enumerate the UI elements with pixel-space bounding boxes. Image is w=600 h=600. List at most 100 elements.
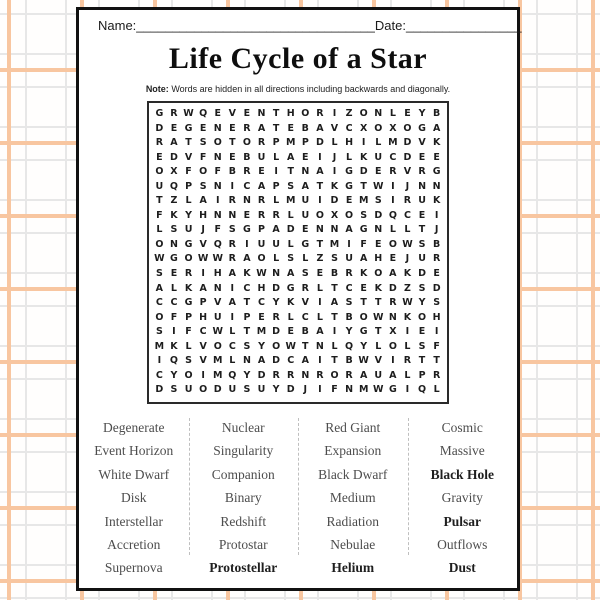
name-date-row: Name:_________________________________ D… xyxy=(98,18,522,33)
grid-letter: R xyxy=(243,122,251,134)
grid-letter: R xyxy=(155,137,164,149)
grid-letter: R xyxy=(257,209,266,221)
grid-letter: G xyxy=(243,224,251,236)
grid-letter: H xyxy=(199,311,208,323)
grid-letter: E xyxy=(433,268,440,280)
grid-letter: R xyxy=(272,311,280,323)
grid-letter: M xyxy=(213,369,223,381)
grid-letter: G xyxy=(184,122,193,134)
grid-letter: G xyxy=(418,122,426,134)
word-list: Degenerate Event Horizon White Dwarf Disk In… xyxy=(79,416,517,580)
grid-letter: D xyxy=(213,384,222,396)
grid-letter: F xyxy=(433,340,440,352)
grid-letter: S xyxy=(155,268,163,280)
grid-letter: E xyxy=(302,224,309,236)
grid-letter: L xyxy=(273,253,280,265)
grid-letter: O xyxy=(213,137,222,149)
grid-letter: G xyxy=(432,166,441,178)
grid-letter: L xyxy=(302,253,309,265)
grid-letter: I xyxy=(274,166,278,178)
word-list-item: Nebulae xyxy=(330,536,376,552)
grid-letter: F xyxy=(331,384,338,396)
grid-letter: E xyxy=(258,166,265,178)
grid-letter: D xyxy=(272,282,281,294)
grid-letter: W xyxy=(373,311,384,323)
grid-letter: I xyxy=(318,297,322,309)
grid-letter: U xyxy=(257,238,266,250)
grid-letter: R xyxy=(170,108,178,119)
word-list-item: Binary xyxy=(224,490,262,506)
grid-letter: L xyxy=(287,311,294,323)
grid-letter: I xyxy=(201,268,205,280)
grid-letter: O xyxy=(213,340,222,352)
grid-letter: T xyxy=(287,166,294,178)
grid-letter: M xyxy=(256,326,267,338)
grid-letter: U xyxy=(374,369,383,381)
grid-letter: U xyxy=(418,195,426,207)
word-list-item: Pulsar xyxy=(443,513,481,529)
grid-letter: W xyxy=(154,253,165,265)
grid-letter: L xyxy=(185,340,192,352)
word-column-3: Red Giant Expansion Black Dwarf Medium Radia… xyxy=(298,416,408,580)
word-column-2: Nuclear Singularity Companion Binary Redshif… xyxy=(189,416,299,580)
grid-letter: S xyxy=(331,253,338,265)
grid-letter: E xyxy=(170,122,178,134)
grid-letter: S xyxy=(433,297,441,309)
grid-letter: R xyxy=(418,166,426,178)
grid-letter: C xyxy=(228,340,236,352)
grid-letter: L xyxy=(229,326,236,338)
grid-letter: T xyxy=(418,224,426,236)
grid-letter: A xyxy=(228,268,236,280)
grid-letter: U xyxy=(301,195,310,207)
grid-letter: O xyxy=(359,311,368,323)
grid-letter: O xyxy=(184,369,193,381)
grid-letter: T xyxy=(229,137,236,149)
grid-letter: C xyxy=(243,282,251,294)
grid-letter: Y xyxy=(418,297,426,309)
grid-letter: N xyxy=(257,108,266,119)
grid-letter: S xyxy=(374,195,382,207)
grid-letter: T xyxy=(243,297,251,309)
grid-letter: E xyxy=(345,195,353,207)
grid-letter: N xyxy=(315,340,324,352)
grid-letter: P xyxy=(272,137,280,149)
grid-letter: R xyxy=(257,195,266,207)
grid-letter: A xyxy=(316,166,324,178)
word-list-item: Expansion xyxy=(324,443,382,459)
grid-letter: Q xyxy=(169,355,178,367)
grid-letter: G xyxy=(345,166,353,178)
grid-letter: Z xyxy=(316,253,324,265)
grid-letter: K xyxy=(359,151,368,163)
grid-letter: A xyxy=(272,224,280,236)
word-list-item: Redshift xyxy=(220,513,267,529)
grid-letter: A xyxy=(316,326,324,338)
grid-letter: E xyxy=(229,151,236,163)
grid-letter: K xyxy=(287,297,295,309)
grid-letter: R xyxy=(228,195,236,207)
word-list-item: Supernova xyxy=(104,560,163,576)
grid-letter: A xyxy=(155,282,164,294)
grid-letter: Y xyxy=(170,369,178,381)
grid-letter: U xyxy=(374,151,383,163)
grid-letter: I xyxy=(391,180,395,192)
word-list-item: Massive xyxy=(439,443,485,459)
grid-letter: N xyxy=(213,122,222,134)
grid-letter: N xyxy=(228,209,237,221)
word-list-item: Black Hole xyxy=(430,466,494,482)
grid-letter: X xyxy=(389,326,397,338)
grid-letter: M xyxy=(285,137,296,149)
date-blank-line: ________________ xyxy=(405,18,522,33)
grid-letter: N xyxy=(213,209,222,221)
grid-letter: Y xyxy=(345,326,353,338)
grid-letter: O xyxy=(374,268,383,280)
grid-letter: L xyxy=(316,282,323,294)
grid-letter: D xyxy=(374,209,383,221)
grid-letter: A xyxy=(257,122,266,134)
grid-letter: Q xyxy=(228,369,237,381)
word-list-item: Cosmic xyxy=(441,419,483,435)
